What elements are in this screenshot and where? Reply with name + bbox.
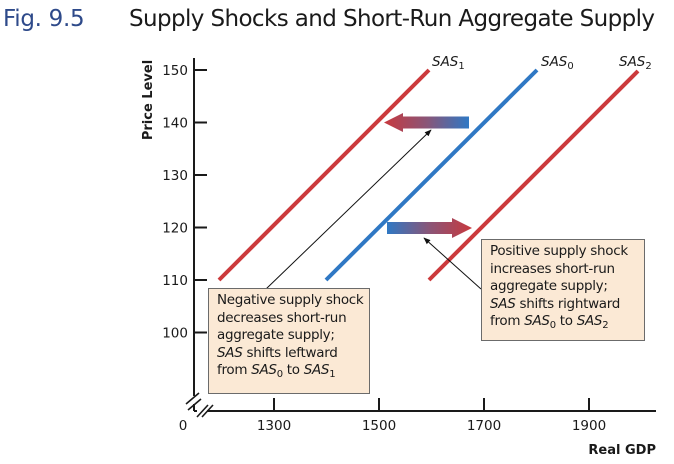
y-tick-label: 120 (162, 221, 188, 237)
sas2-label: SAS2 (619, 54, 652, 72)
y-tick-label: 130 (162, 168, 188, 184)
figure-header: Fig. 9.5 Supply Shocks and Short-Run Agg… (0, 0, 674, 44)
x-tick-label: 1500 (362, 418, 396, 434)
annotation-line: SAS shifts rightward (490, 295, 621, 312)
figure-number: Fig. 9.5 (3, 6, 85, 32)
y-tick-label: 150 (162, 63, 188, 79)
annotation-line: Positive supply shock (490, 243, 628, 259)
x-tick-labels: 0 1300 1500 1700 1900 (179, 418, 606, 434)
y-tick-label: 140 (162, 116, 188, 132)
y-tick-label: 100 (162, 326, 188, 342)
sas2-curve (427, 69, 640, 282)
y-axis (185, 58, 207, 411)
x-tick-label: 1900 (572, 418, 606, 434)
shift-left-arrow (384, 113, 469, 132)
sas0-curve (324, 68, 539, 282)
sas0-label: SAS0 (541, 54, 574, 72)
x-tick-label: 1700 (467, 418, 501, 434)
x-tick-label: 1300 (257, 418, 291, 434)
x-axis-title: Real GDP (588, 443, 656, 458)
negative-pointer-arrow (265, 129, 432, 290)
y-tick-label: 110 (162, 273, 188, 289)
annotation-line: Negative supply shock (217, 292, 364, 308)
annotation-line: SAS shifts leftward (217, 344, 338, 361)
y-axis-title: Price Level (141, 60, 156, 140)
annotation-line: from SAS0 to SAS1 (217, 362, 336, 380)
positive-shock-annotation: Positive supply shock increases short-ru… (481, 239, 645, 341)
sas1-label: SAS1 (432, 54, 465, 72)
positive-pointer-arrow (423, 237, 482, 290)
x-axis (194, 398, 656, 418)
shift-right-arrow (387, 218, 472, 238)
figure-title: Supply Shocks and Short-Run Aggregate Su… (129, 6, 655, 32)
annotation-line: increases short-run (490, 260, 615, 277)
negative-shock-annotation: Negative supply shock decreases short-ru… (208, 288, 370, 394)
sas1-curve (217, 68, 431, 282)
annotation-line: aggregate supply; (490, 278, 608, 294)
origin-label: 0 (179, 418, 188, 434)
annotation-line: decreases short-run (217, 309, 347, 326)
annotation-line: aggregate supply; (217, 327, 335, 343)
y-tick-labels: 150 140 130 120 110 100 (162, 63, 188, 342)
annotation-line: from SAS0 to SAS2 (490, 313, 609, 331)
